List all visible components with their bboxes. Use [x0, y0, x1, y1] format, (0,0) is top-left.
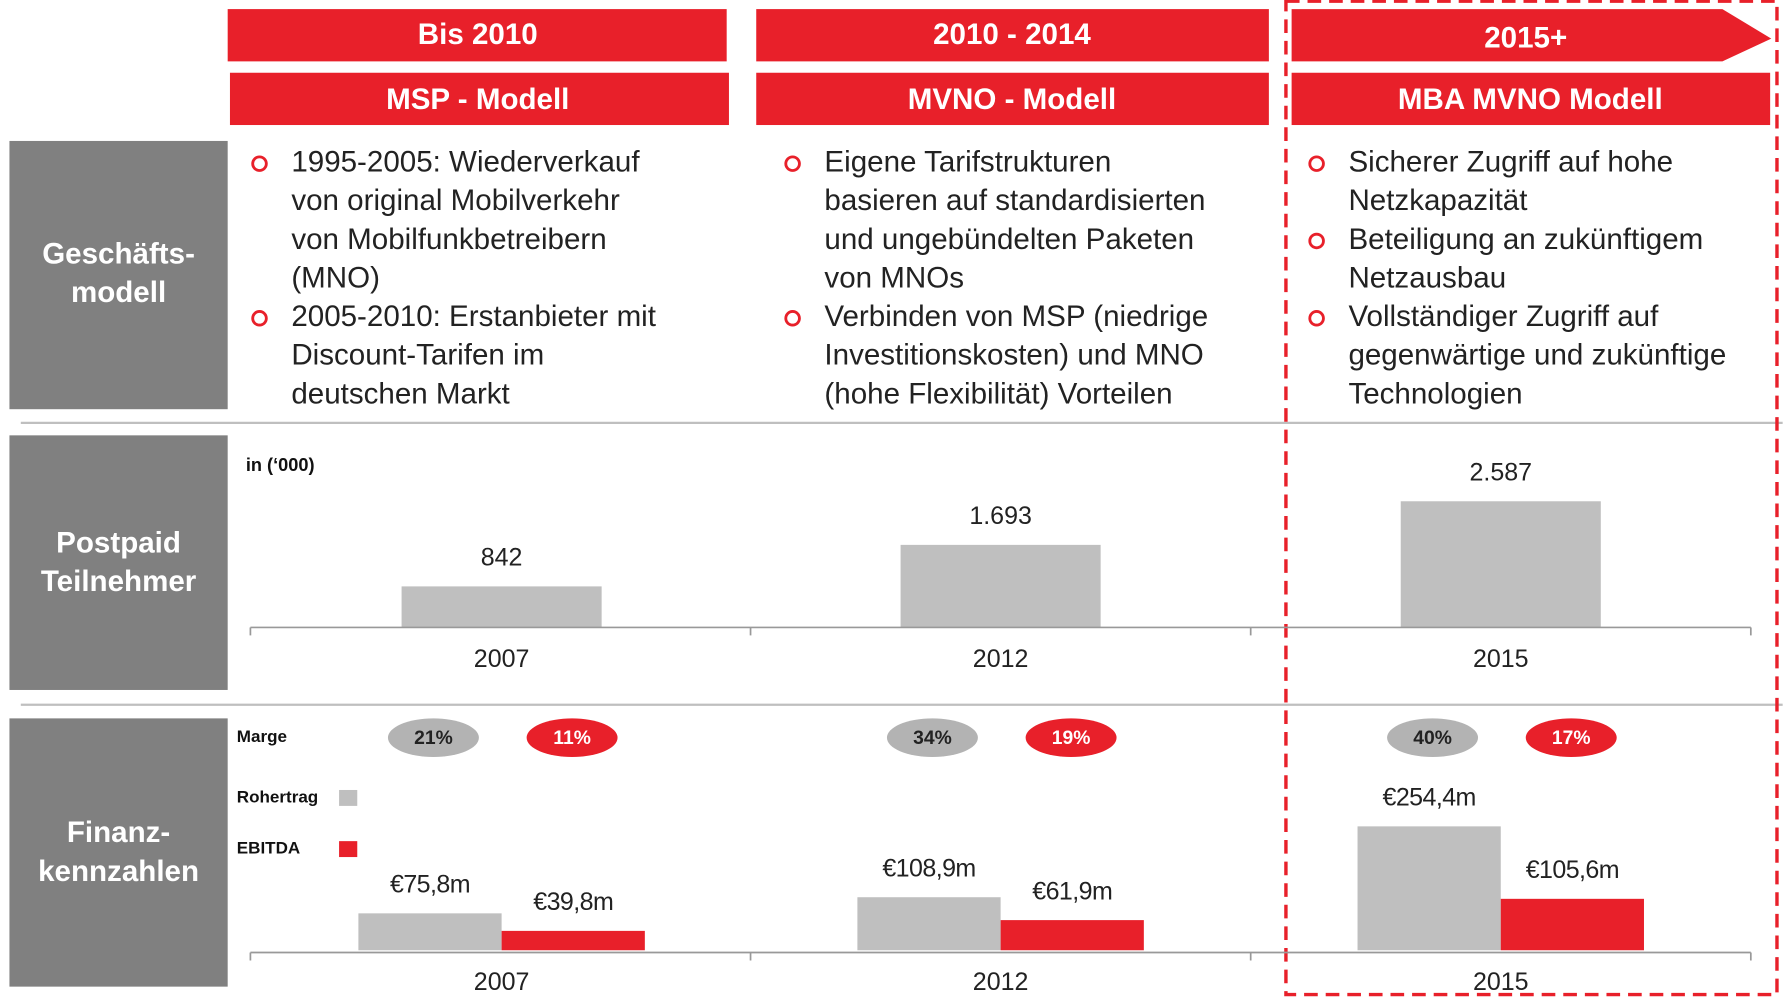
value-label: 1.693: [969, 502, 1032, 530]
bullet-text: Discount-Tarifen im: [291, 339, 544, 372]
period-label: 2015+: [1484, 22, 1567, 55]
model-label: MBA MVNO Modell: [1398, 83, 1663, 116]
bullet-text: von original Mobilverkehr: [291, 184, 620, 217]
bullet-text: Netzkapazität: [1348, 184, 1527, 217]
bullet-text: Technologien: [1348, 377, 1522, 410]
margin-pill: [886, 718, 978, 758]
bullet-text: Verbinden von MSP (niedrige: [824, 300, 1208, 333]
value-label: €254,4m: [1382, 784, 1475, 812]
x-tick-label: 2012: [973, 645, 1029, 673]
bullet-text: Vollständiger Zugriff auf: [1348, 300, 1659, 333]
row-label-box: [9, 718, 228, 987]
bullet-icon: [1308, 310, 1325, 327]
period-bar: [227, 9, 727, 62]
margin-value: 17%: [1552, 728, 1591, 749]
bullet-text: 1995-2005: Wiederverkauf: [291, 145, 640, 178]
legend-label: Rohertrag: [237, 787, 318, 806]
bullet-icon: [251, 310, 268, 327]
bullet-icon: [1308, 232, 1325, 250]
bullet-icon: [784, 310, 801, 327]
model-bar: [756, 72, 1269, 126]
bullet-icon: [251, 155, 268, 172]
bullet-text: Investitionskosten) und MNO: [824, 339, 1203, 372]
legend-swatch: [339, 841, 358, 858]
bar: [900, 544, 1101, 628]
x-tick-label: 2007: [474, 645, 530, 673]
row-label: modell: [71, 276, 166, 309]
margin-label: Marge: [237, 727, 287, 746]
value-label: 2.587: [1469, 459, 1532, 487]
row-label: Postpaid: [56, 526, 181, 559]
row-label: Geschäfts-: [42, 238, 195, 271]
margin-pill: [1025, 718, 1117, 758]
chart-subtitle: in (‘000): [246, 455, 315, 475]
margin-pill: [1525, 718, 1617, 758]
bullet-text: von MNOs: [824, 261, 964, 294]
bullet-text: von Mobilfunkbetreibern: [291, 223, 606, 256]
bullet-text: basieren auf standardisierten: [824, 184, 1205, 217]
value-label: €61,9m: [1032, 877, 1112, 905]
bullet-text: (MNO): [291, 261, 380, 294]
value-label: €39,8m: [533, 888, 613, 916]
model-label: MSP - Modell: [386, 83, 569, 116]
margin-pill: [526, 718, 618, 758]
x-tick-label: 2007: [474, 968, 530, 996]
value-label: €105,6m: [1526, 856, 1619, 884]
margin-value: 21%: [414, 728, 453, 749]
row-label-box: [9, 140, 228, 410]
margin-value: 40%: [1413, 728, 1452, 749]
model-label: MVNO - Modell: [908, 83, 1116, 116]
period-label: 2010 - 2014: [933, 18, 1091, 51]
bullet-text: Netzausbau: [1348, 261, 1506, 294]
model-bar: [229, 72, 729, 126]
x-tick-label: 2012: [973, 968, 1029, 996]
margin-value: 11%: [553, 728, 591, 749]
margin-pill: [1387, 718, 1479, 758]
bullet-text: 2005-2010: Erstanbieter mit: [291, 300, 656, 333]
bar: [1500, 898, 1644, 951]
bar: [501, 930, 645, 951]
bullet-text: und ungebündelten Paketen: [824, 223, 1194, 256]
bullet-text: (hohe Flexibilität) Vorteilen: [824, 377, 1172, 410]
bullet-text: Beteiligung an zukünftigem: [1348, 223, 1703, 256]
bullet-text: Eigene Tarifstrukturen: [824, 145, 1111, 178]
bar: [401, 586, 602, 628]
value-label: €108,9m: [882, 855, 975, 883]
bar: [358, 913, 502, 951]
bar: [857, 897, 1001, 951]
bullet-text: Sicherer Zugriff auf hohe: [1348, 145, 1673, 178]
value-label: 842: [481, 544, 523, 572]
highlight-frame: [1284, 0, 1779, 997]
row-label: Teilnehmer: [41, 565, 197, 598]
row-label: kennzahlen: [38, 855, 199, 888]
bar: [1357, 826, 1501, 951]
bullet-icon: [784, 155, 801, 172]
bullet-text: deutschen Markt: [291, 377, 509, 410]
legend-swatch: [339, 789, 358, 806]
x-tick-label: 2015: [1473, 968, 1529, 996]
bullet-icon: [1308, 155, 1325, 172]
bar: [1000, 920, 1144, 951]
bar: [1400, 501, 1601, 628]
period-bar: [756, 9, 1269, 62]
value-label: €75,8m: [390, 871, 470, 899]
period-label: Bis 2010: [418, 18, 538, 51]
margin-value: 19%: [1052, 728, 1091, 749]
model-bar: [1291, 72, 1771, 126]
period-arrow: [1291, 9, 1772, 62]
x-tick-label: 2015: [1473, 645, 1529, 673]
bullet-text: gegenwärtige und zukünftige: [1348, 339, 1726, 372]
legend-label: EBITDA: [237, 839, 300, 858]
margin-value: 34%: [913, 728, 952, 749]
margin-pill: [387, 718, 479, 758]
row-label-box: [9, 435, 228, 690]
row-label: Finanz-: [67, 816, 170, 849]
